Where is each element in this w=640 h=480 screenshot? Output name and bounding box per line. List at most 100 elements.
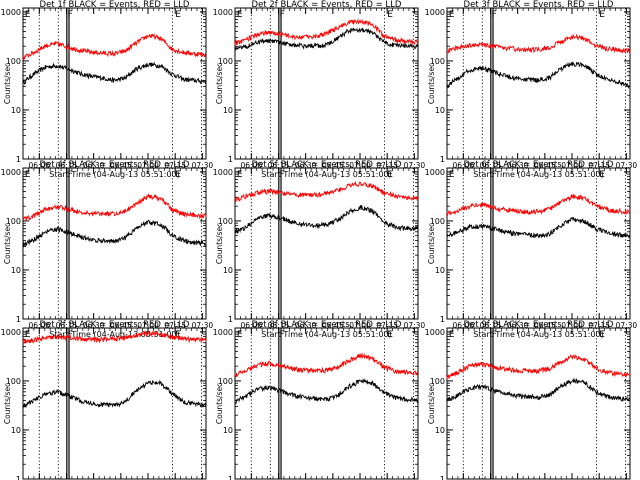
x-axis-label: Start Time (04-Aug-13 05:51:00) [49,170,180,179]
x-tick-label: 07:15 [376,161,398,170]
y-tick-label: 1 [440,475,445,480]
chart-title: Det 4f BLACK = Events, RED = LLD [40,160,190,170]
y-tick-label: 100 [430,377,445,386]
y-tick-label: 100 [430,217,445,226]
chart-title: Det 5f BLACK = Events, RED = LLD [252,160,402,170]
y-tick-label: 1 [440,155,445,164]
series-line-events [446,216,631,239]
interval-marker-e: E [387,330,393,340]
x-tick-label: 06:30 [83,161,105,170]
x-tick-label: 07:30 [192,161,214,170]
y-tick-label: 1 [228,315,233,324]
y-tick-label: 1000 [425,328,445,337]
interval-marker-e: E [175,170,181,180]
y-tick-label: 100 [218,377,233,386]
y-tick-label: 1000 [1,168,21,177]
interval-marker-e: E [25,10,31,20]
x-tick-label: 07:00 [349,321,371,330]
series-line-events [234,378,419,405]
x-tick-label: 06:45 [110,321,132,330]
interval-marker-e: E [599,330,605,340]
x-axis-label: Start Time (04-Aug-13 05:51:00) [261,170,392,179]
y-tick-label: 10 [435,106,445,115]
y-tick-label: 10 [223,106,233,115]
y-tick-label: 1000 [1,8,21,17]
x-tick-label: 07:00 [561,321,583,330]
y-tick-label: 10 [11,106,21,115]
plot-frame [22,7,207,160]
interval-marker-f: F [279,170,284,180]
interval-marker-f: F [491,10,496,20]
interval-marker-f: F [279,330,284,340]
y-axis-label: Counts/sec [427,63,436,104]
interval-marker-f: F [279,10,284,20]
x-tick-label: 07:15 [588,321,610,330]
x-tick-label: 06:30 [295,321,317,330]
series-line-events [22,379,207,409]
x-tick-label: 06:00 [28,321,50,330]
detector-chart-4: Det 4f BLACK = Events, RED = LLD 1 10 100 10… [1,160,214,339]
interval-marker-e: E [25,330,31,340]
x-tick-label: 06:45 [322,161,344,170]
y-tick-label: 100 [6,57,21,66]
interval-marker-f: F [67,10,72,20]
chart-title: Det 2f BLACK = Events, RED = LLD [252,0,402,10]
y-tick-label: 1 [16,315,21,324]
detector-chart-1: Det 1f BLACK = Events, RED = LLD 1 10 100 10… [1,0,214,179]
x-tick-label: 06:45 [322,321,344,330]
series-line-lld [22,330,207,344]
x-axis-label: Start Time (04-Aug-13 05:51:00) [473,330,604,339]
interval-marker-f: F [67,330,72,340]
y-axis-label: Counts/sec [215,223,224,264]
y-tick-label: 100 [218,217,233,226]
series-line-events [22,219,207,248]
x-tick-label: 06:00 [240,161,262,170]
x-tick-label: 06:45 [110,161,132,170]
y-tick-label: 1000 [1,328,21,337]
x-tick-label: 07:15 [588,161,610,170]
interval-marker-e: E [175,330,181,340]
x-tick-label: 06:00 [452,321,474,330]
y-tick-label: 10 [223,266,233,275]
y-tick-label: 10 [11,266,21,275]
y-tick-label: 1000 [213,8,233,17]
x-tick-label: 06:30 [295,161,317,170]
x-tick-label: 06:00 [240,321,262,330]
series-line-events [446,377,631,403]
series-line-events [446,61,631,90]
plot-frame [22,327,207,480]
y-tick-label: 1 [16,155,21,164]
series-line-lld [22,193,207,222]
x-axis-label: Start Time (04-Aug-13 05:51:00) [473,170,604,179]
interval-marker-f: F [67,170,72,180]
detector-chart-3: Det 3f BLACK = Events, RED = LLD 1 10 100 10… [425,0,638,179]
y-tick-label: 10 [435,426,445,435]
x-tick-label: 06:15 [268,321,290,330]
plot-frame [446,327,631,480]
x-tick-label: 06:30 [507,321,529,330]
x-tick-label: 06:30 [83,321,105,330]
x-axis-label: Start Time (04-Aug-13 05:51:00) [261,330,392,339]
detector-chart-7: Det 7f BLACK = Events, RED = LLD 1 10 100 10… [1,320,207,480]
interval-marker-e: E [237,330,243,340]
y-tick-label: 10 [11,426,21,435]
y-tick-label: 1 [228,155,233,164]
interval-marker-e: E [449,330,455,340]
x-tick-label: 07:15 [164,321,186,330]
detector-chart-6: Det 6f BLACK = Events, RED = LLD 1 10 100 10… [425,160,638,339]
detector-chart-9: Det 9f BLACK = Events, RED = LLD 1 10 100 10… [425,320,631,480]
x-tick-label: 07:00 [137,321,159,330]
chart-title: Det 3f BLACK = Events, RED = LLD [464,0,614,10]
chart-title: Det 6f BLACK = Events, RED = LLD [464,160,614,170]
chart-title: Det 1f BLACK = Events, RED = LLD [40,0,190,10]
plot-frame [234,7,419,160]
x-tick-label: 07:30 [404,161,426,170]
y-tick-label: 1 [228,475,233,480]
y-tick-label: 1000 [213,168,233,177]
interval-marker-e: E [449,10,455,20]
series-line-lld [446,193,631,216]
interval-marker-e: E [387,170,393,180]
x-tick-label: 07:30 [192,321,214,330]
series-line-lld [22,32,207,60]
x-tick-label: 06:45 [534,321,556,330]
